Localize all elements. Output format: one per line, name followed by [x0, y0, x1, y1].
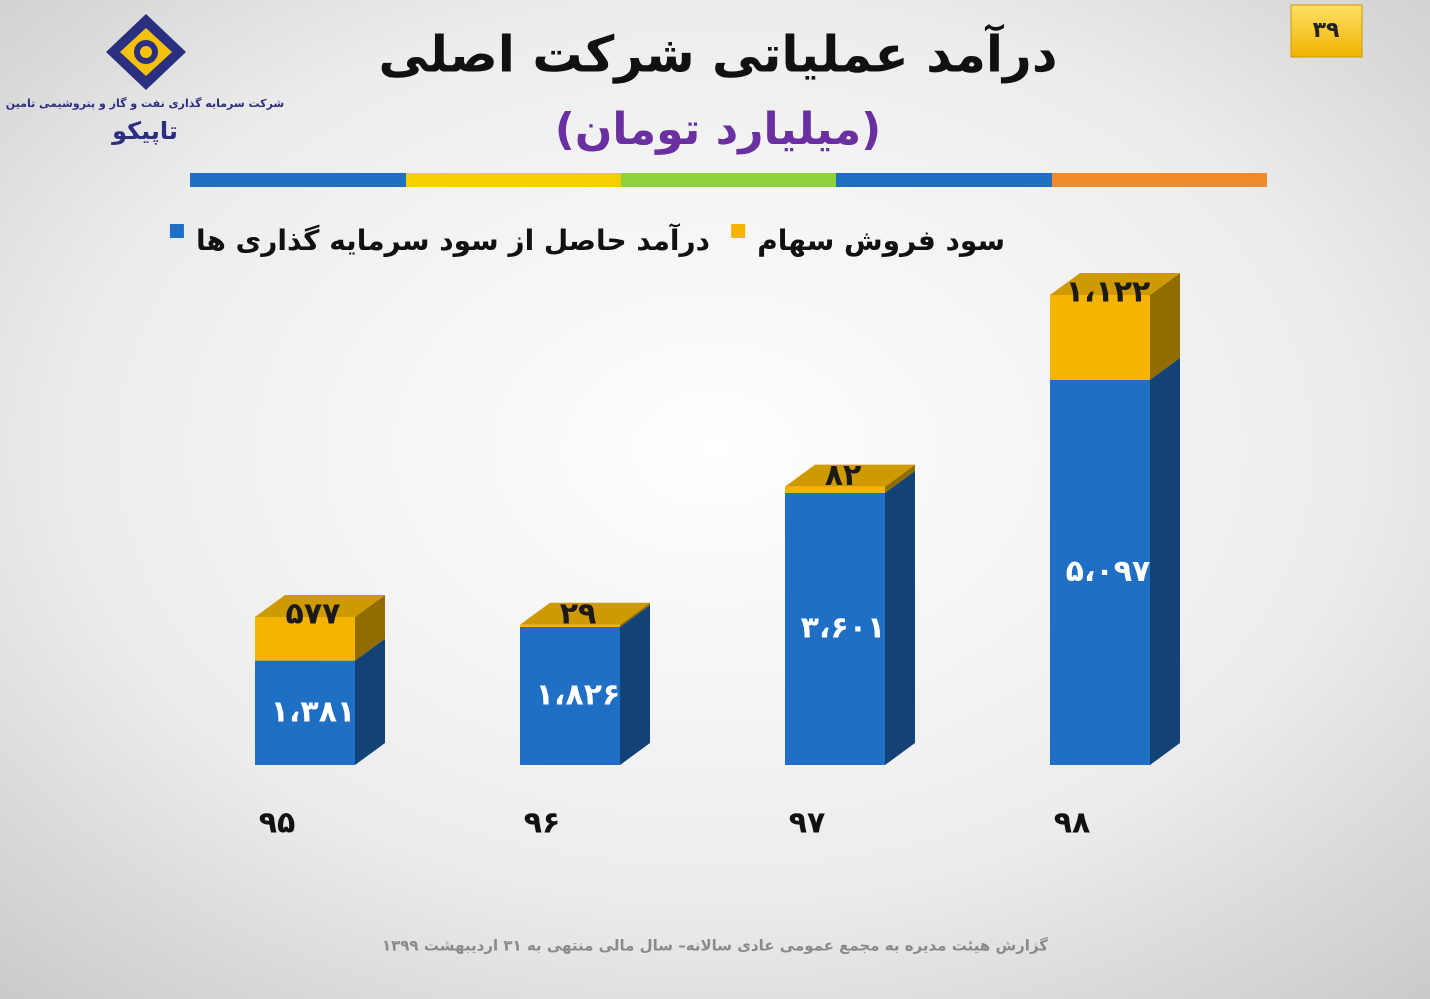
page-number: ۳۹	[1313, 18, 1340, 43]
bar-top	[520, 602, 650, 625]
bar-side	[1150, 357, 1180, 765]
chart-subtitle: (میلیارد تومان)	[555, 104, 882, 155]
legend-swatch	[731, 224, 746, 238]
plot: درآمد حاصل از سود سرمایه گذاری ها سود فرو…	[169, 223, 1180, 841]
bar	[520, 627, 620, 765]
footer: گزارش هیئت مدیره به مجمع عمومی عادی سالا…	[382, 937, 1048, 955]
x-tick-label: ۹۸	[1054, 806, 1091, 841]
bar	[520, 624, 620, 628]
bar	[255, 617, 355, 661]
legend-label: سود فروش سهام	[757, 224, 1005, 257]
bar-top	[1050, 273, 1180, 295]
bar	[785, 486, 885, 493]
value-label: ۵۷۷	[286, 597, 341, 632]
value-label: ۱،۸۲۶	[536, 678, 621, 713]
logo-caption: شرکت سرمایه گذاری نفت و گاز و پتروشیمی ت…	[6, 97, 284, 110]
logo-name: تاپیکو	[111, 117, 178, 145]
bar-side	[620, 602, 650, 628]
bar-top	[785, 464, 915, 487]
value-label: ۳،۶۰۱	[801, 610, 886, 645]
x-tick-label: ۹۷	[789, 806, 826, 841]
bar	[255, 660, 355, 765]
bar-top	[255, 595, 385, 618]
bar	[1050, 379, 1150, 765]
value-label: ۲۹	[560, 596, 597, 631]
logo	[106, 14, 186, 90]
x-tick-label: ۹۵	[259, 806, 296, 841]
value-label: ۸۲	[825, 458, 862, 493]
bar	[785, 492, 885, 765]
x-tick-label: ۹۶	[524, 806, 561, 841]
bar-side	[355, 638, 385, 765]
bar	[1050, 295, 1150, 380]
legend-swatch	[169, 224, 184, 238]
bar-side	[1150, 273, 1180, 380]
value-label: ۱،۱۲۲	[1066, 275, 1151, 310]
value-label: ۱،۳۸۱	[271, 694, 356, 729]
legend-label: درآمد حاصل از سود سرمایه گذاری ها	[196, 223, 710, 257]
bar-side	[885, 464, 915, 493]
value-label: ۵،۰۹۷	[1066, 554, 1151, 589]
bar-side	[885, 470, 915, 765]
bar-side	[355, 595, 385, 661]
chart-title: درآمد عملیاتی شرکت اصلی	[378, 24, 1057, 85]
bar-side	[620, 605, 650, 765]
color-stripe	[190, 173, 1267, 187]
page-number-box	[1290, 4, 1363, 58]
